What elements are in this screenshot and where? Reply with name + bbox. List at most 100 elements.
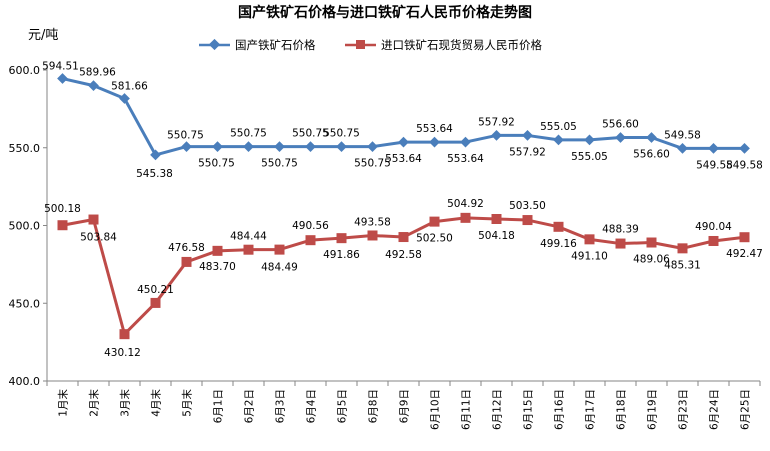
y-tick-label: 500.0 xyxy=(9,220,41,233)
x-tick-label: 6月18日 xyxy=(616,389,628,430)
data-label-imported: 499.16 xyxy=(540,238,577,250)
data-label-imported: 503.84 xyxy=(80,232,117,244)
data-label-imported: 485.31 xyxy=(664,259,701,271)
data-label-domestic: 589.96 xyxy=(79,67,116,79)
data-label-domestic: 557.92 xyxy=(509,146,546,158)
data-label-imported: 450.21 xyxy=(137,284,174,296)
legend-marker-imported xyxy=(356,40,365,49)
data-label-imported: 484.44 xyxy=(230,231,267,243)
data-label-domestic: 550.75 xyxy=(292,128,329,140)
data-point-imported xyxy=(367,230,378,241)
data-point-domestic xyxy=(212,141,223,152)
data-point-domestic xyxy=(739,143,750,154)
chart-title: 国产铁矿石价格与进口铁矿石人民币价格走势图 xyxy=(238,4,532,21)
data-labels-layer: 594.51589.96581.66545.38550.75550.75550.… xyxy=(42,61,763,360)
legend-item-domestic: 国产铁矿石价格 xyxy=(199,38,316,52)
data-point-domestic xyxy=(398,136,409,148)
data-label-imported: 490.56 xyxy=(292,220,329,232)
data-point-imported xyxy=(119,329,130,340)
data-point-domestic xyxy=(57,73,68,84)
data-point-domestic xyxy=(274,141,285,152)
legend: 国产铁矿石价格 进口铁矿石现货贸易人民币价格 xyxy=(199,38,542,52)
data-point-imported xyxy=(708,235,719,246)
data-label-domestic: 549.58 xyxy=(696,159,733,171)
x-tick-label: 5月末 xyxy=(181,389,194,417)
data-point-domestic xyxy=(460,136,471,148)
data-label-domestic: 549.58 xyxy=(664,129,701,141)
legend-label-domestic: 国产铁矿石价格 xyxy=(235,38,316,52)
data-point-imported xyxy=(150,297,161,308)
legend-item-imported: 进口铁矿石现货贸易人民币价格 xyxy=(345,38,542,52)
data-label-domestic: 553.64 xyxy=(385,153,422,165)
data-point-domestic xyxy=(646,132,657,143)
data-point-imported xyxy=(553,221,564,232)
data-point-domestic xyxy=(150,149,161,161)
data-label-domestic: 581.66 xyxy=(111,81,148,93)
axes: 400.0 450.0 500.0 550.0 600.0 1月末 2月末 3月末 4月末 5月末… xyxy=(9,64,761,430)
data-point-imported xyxy=(181,256,192,267)
data-point-imported xyxy=(739,232,750,243)
legend-marker-domestic xyxy=(208,38,221,51)
data-point-imported xyxy=(336,233,347,244)
data-label-domestic: 555.05 xyxy=(571,151,608,163)
data-label-imported: 488.39 xyxy=(602,224,639,236)
x-tick-label: 6月10日 xyxy=(430,389,442,430)
data-point-imported xyxy=(398,232,409,243)
data-point-imported xyxy=(615,238,626,249)
x-tick-label: 6月1日 xyxy=(213,389,225,423)
x-tick-label: 6月17日 xyxy=(585,389,597,430)
data-label-imported: 500.18 xyxy=(44,203,81,215)
x-tick-label: 6月23日 xyxy=(678,389,690,430)
data-label-imported: 489.06 xyxy=(633,254,670,266)
legend-label-imported: 进口铁矿石现货贸易人民币价格 xyxy=(381,38,542,52)
x-tick-label: 4月末 xyxy=(150,389,163,417)
data-point-imported xyxy=(522,215,533,226)
data-point-domestic xyxy=(553,134,564,146)
data-label-domestic: 556.60 xyxy=(602,118,639,130)
data-point-domestic xyxy=(429,136,440,148)
y-tick-label: 550.0 xyxy=(9,142,41,155)
x-tick-label: 6月4日 xyxy=(306,389,318,423)
data-label-domestic: 550.75 xyxy=(354,158,391,170)
data-point-imported xyxy=(491,214,502,225)
data-label-domestic: 550.75 xyxy=(230,128,267,140)
data-point-domestic xyxy=(336,141,347,152)
data-label-imported: 476.58 xyxy=(168,242,205,254)
data-point-domestic xyxy=(491,130,502,141)
data-label-domestic: 553.64 xyxy=(447,153,484,165)
x-tick-label: 6月15日 xyxy=(523,389,535,430)
data-point-imported xyxy=(677,243,688,254)
data-point-domestic xyxy=(677,143,688,154)
data-label-domestic: 594.51 xyxy=(42,61,79,73)
data-label-domestic: 550.75 xyxy=(261,158,298,170)
data-label-domestic: 556.60 xyxy=(633,148,670,160)
y-tick-label: 450.0 xyxy=(9,297,41,310)
data-point-imported xyxy=(274,244,285,255)
data-label-imported: 490.04 xyxy=(695,221,732,233)
x-tick-label: 6月19日 xyxy=(647,389,659,430)
data-point-domestic xyxy=(88,80,99,91)
data-label-domestic: 553.64 xyxy=(416,123,453,135)
y-tick-label: 600.0 xyxy=(9,64,41,77)
data-point-domestic xyxy=(367,141,378,152)
data-point-domestic xyxy=(708,143,719,154)
data-point-imported xyxy=(646,237,657,248)
data-point-imported xyxy=(212,245,223,256)
data-label-domestic: 550.75 xyxy=(198,158,235,170)
data-label-imported: 491.10 xyxy=(571,250,608,262)
data-label-imported: 504.92 xyxy=(447,198,484,210)
data-label-imported: 492.47 xyxy=(726,248,763,260)
x-tick-label: 6月8日 xyxy=(368,389,380,423)
data-point-imported xyxy=(429,216,440,227)
data-point-domestic xyxy=(305,141,316,152)
data-label-domestic: 550.75 xyxy=(167,130,204,142)
data-point-domestic xyxy=(522,130,533,141)
data-label-imported: 502.50 xyxy=(416,233,453,245)
x-tick-label: 6月25日 xyxy=(740,389,752,430)
x-tick-label: 6月16日 xyxy=(554,389,566,430)
y-tick-label: 400.0 xyxy=(9,375,41,388)
data-label-domestic: 550.75 xyxy=(323,128,360,140)
data-point-imported xyxy=(305,235,316,246)
data-point-domestic xyxy=(243,141,254,152)
data-point-domestic xyxy=(119,93,130,104)
